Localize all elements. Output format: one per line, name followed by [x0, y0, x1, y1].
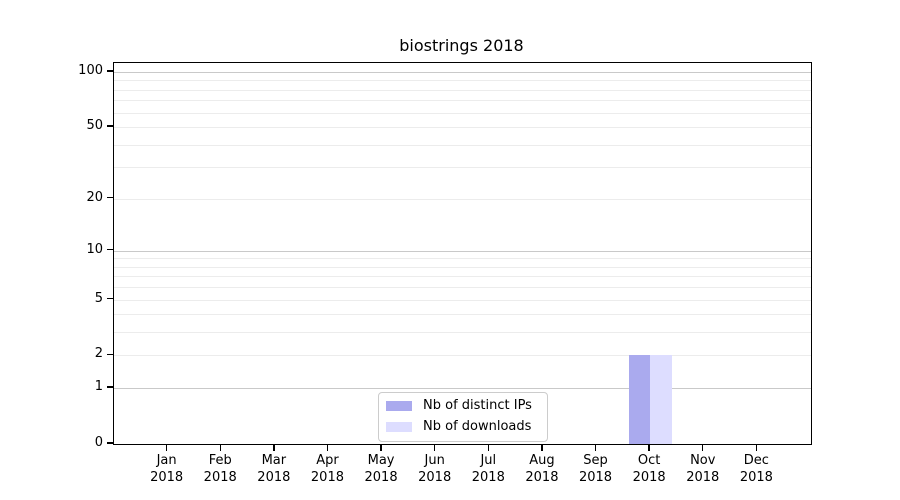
gridline-90	[114, 80, 811, 82]
gridline-2	[114, 355, 811, 357]
x-tick-mark-aug-2018	[541, 444, 543, 451]
legend-label-distinct-ips: Nb of distinct IPs	[423, 398, 532, 413]
x-tick-mark-apr-2018	[326, 444, 329, 451]
x-tick-mark-jul-2018	[487, 444, 489, 451]
y-tick-label-20: 20	[86, 189, 103, 205]
x-tick-label-nov-2018: Nov 2018	[686, 453, 720, 485]
gridline-1	[114, 388, 811, 390]
y-tick-mark-20	[107, 196, 113, 199]
x-tick-label-sep-2018: Sep 2018	[578, 453, 613, 485]
x-tick-label-aug-2018: Aug 2018	[525, 453, 559, 485]
gridline-5	[114, 299, 811, 301]
bar-nb-of-distinct-ips-oct-2018	[628, 355, 651, 444]
gridline-9	[114, 258, 811, 260]
y-tick-mark-50	[107, 125, 113, 127]
y-tick-label-5: 5	[94, 290, 103, 306]
x-tick-mark-jun-2018	[433, 444, 436, 451]
x-tick-mark-nov-2018	[702, 444, 704, 451]
y-tick-label-0: 0	[94, 435, 103, 450]
y-tick-mark-0	[107, 442, 113, 444]
legend-swatch-downloads	[386, 422, 412, 432]
x-tick-label-jun-2018: Jun 2018	[418, 453, 452, 485]
gridline-8	[114, 266, 811, 268]
y-tick-label-2: 2	[94, 346, 103, 362]
gridline-50	[114, 127, 811, 129]
x-tick-mark-sep-2018	[594, 444, 597, 451]
x-tick-mark-jan-2018	[165, 444, 168, 451]
y-tick-label-1: 1	[94, 379, 103, 395]
x-tick-mark-feb-2018	[219, 444, 221, 451]
y-tick-mark-10	[107, 249, 113, 251]
y-tick-label-100: 100	[78, 63, 103, 79]
gridline-6	[114, 287, 811, 289]
x-tick-label-may-2018: May 2018	[364, 453, 398, 485]
x-tick-mark-mar-2018	[273, 444, 275, 451]
x-tick-mark-oct-2018	[648, 444, 650, 451]
gridline-20	[114, 198, 811, 200]
gridline-60	[114, 112, 811, 114]
bar-nb-of-downloads-oct-2018	[650, 355, 672, 444]
x-tick-mark-dec-2018	[755, 444, 758, 451]
plot-area	[113, 62, 812, 445]
gridline-80	[114, 89, 811, 91]
x-tick-label-jul-2018: Jul 2018	[471, 453, 505, 485]
gridline-100	[114, 72, 811, 74]
legend-item-distinct-ips: Nb of distinct IPs	[386, 399, 539, 413]
gridline-70	[114, 100, 811, 102]
gridline-40	[114, 144, 811, 146]
x-tick-mark-may-2018	[380, 444, 382, 451]
gridline-4	[114, 314, 811, 316]
gridline-3	[114, 332, 811, 334]
gridline-10	[114, 250, 811, 252]
y-tick-mark-5	[107, 297, 113, 300]
legend-item-downloads: Nb of downloads	[386, 420, 539, 434]
x-tick-label-feb-2018: Feb 2018	[203, 453, 237, 485]
y-tick-label-50: 50	[86, 118, 103, 134]
legend-label-downloads: Nb of downloads	[423, 419, 532, 434]
y-tick-label-10: 10	[86, 241, 103, 257]
x-tick-label-mar-2018: Mar 2018	[257, 453, 291, 485]
legend: Nb of distinct IPs Nb of downloads	[378, 392, 548, 442]
y-tick-mark-100	[107, 70, 113, 72]
gridline-7	[114, 276, 811, 278]
y-tick-mark-1	[107, 386, 113, 388]
legend-swatch-distinct-ips	[386, 401, 412, 411]
y-tick-mark-2	[107, 353, 113, 356]
x-tick-label-apr-2018: Apr 2018	[310, 453, 344, 485]
x-tick-label-jan-2018: Jan 2018	[150, 453, 184, 485]
chart-title: biostrings 2018	[399, 36, 524, 55]
x-tick-label-oct-2018: Oct 2018	[632, 453, 666, 485]
gridline-30	[114, 167, 811, 169]
x-tick-label-dec-2018: Dec 2018	[739, 453, 773, 485]
